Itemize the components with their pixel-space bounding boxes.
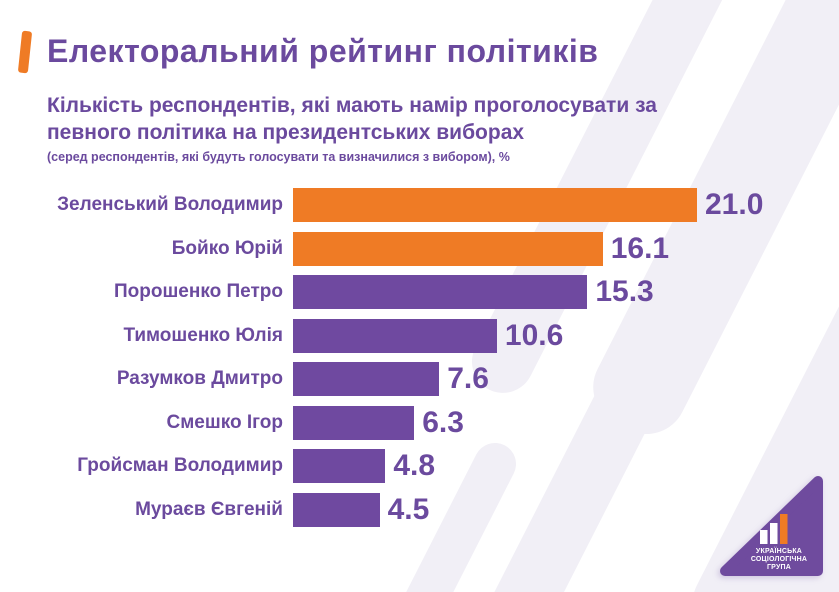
bar: [293, 231, 603, 266]
bar-category-label: Порошенко Петро: [114, 281, 283, 302]
chart-subtitle: Кількість респондентів, які мають намір …: [47, 94, 657, 145]
bar-value-label: 6.3: [422, 405, 464, 439]
bar-row: Зеленський Володимир 21.0: [0, 188, 839, 222]
bar-track: 15.3: [293, 275, 839, 309]
chart-note: (серед респондентів, які будуть голосува…: [47, 150, 510, 164]
page-title: Електоральний рейтинг політиків: [47, 33, 599, 69]
bar-value-label: 4.5: [387, 492, 430, 526]
bar-row: Смешко Ігор 6.3: [0, 405, 839, 440]
bar-track: 7.6: [293, 362, 839, 396]
bar: [293, 275, 588, 309]
bar-row: Бойко Юрій 16.1: [0, 231, 839, 266]
bar-row: Порошенко Петро 15.3: [0, 275, 839, 309]
bar-row: Гройсман Володимир 4.8: [0, 449, 839, 483]
bar: [293, 362, 440, 396]
bar-category-label: Разумков Дмитро: [116, 368, 283, 389]
bar-track: 16.1: [293, 231, 839, 266]
logo-text-line-3: ГРУПА: [767, 564, 791, 571]
bar: [293, 318, 497, 353]
logo-text-line-2: СОЦІОЛОГІЧНА: [751, 556, 807, 563]
bar-track: 4.8: [293, 449, 839, 483]
bar-category-label: Смешко Ігор: [166, 411, 283, 433]
bar-track: 6.3: [293, 405, 839, 440]
bar-category-label: Мураєв Євгеній: [135, 498, 283, 520]
bar-category-label: Бойко Юрій: [171, 237, 283, 259]
bar: [293, 188, 697, 222]
bar-row: Тимошенко Юлія 10.6: [0, 318, 839, 353]
bar-row: Разумков Дмитро 7.6: [0, 362, 839, 396]
bar-value-label: 10.6: [504, 318, 564, 352]
title-accent-bar: [17, 30, 33, 74]
bar: [293, 492, 380, 527]
bar-category-label: Гройсман Володимир: [77, 455, 283, 476]
bar-category-label: Зеленський Володимир: [57, 194, 283, 215]
logo-text-line-1: УКРАЇНСЬКА: [756, 547, 802, 555]
bar-value-label: 4.8: [393, 449, 436, 482]
bar-track: 21.0: [293, 188, 839, 222]
bar-row: Мураєв Євгеній 4.5: [0, 492, 839, 527]
bar-value-label: 15.3: [595, 275, 654, 308]
bar-value-label: 21.0: [705, 188, 764, 221]
bar-rows: Зеленський Володимир 21.0 Бойко Юрій 16.1 По…: [0, 188, 839, 536]
bar-value-label: 7.6: [447, 362, 489, 395]
bar-chart-icon: [760, 514, 788, 544]
bar-value-label: 16.1: [610, 231, 670, 265]
bar-category-label: Тимошенко Юлія: [123, 324, 283, 346]
bar: [293, 405, 415, 440]
bar: [293, 449, 386, 483]
bar-track: 10.6: [293, 318, 839, 353]
bar-track: 4.5: [293, 492, 839, 527]
sociological-group-logo: УКРАЇНСЬКА СОЦІОЛОГІЧНА ГРУПА: [720, 476, 823, 576]
